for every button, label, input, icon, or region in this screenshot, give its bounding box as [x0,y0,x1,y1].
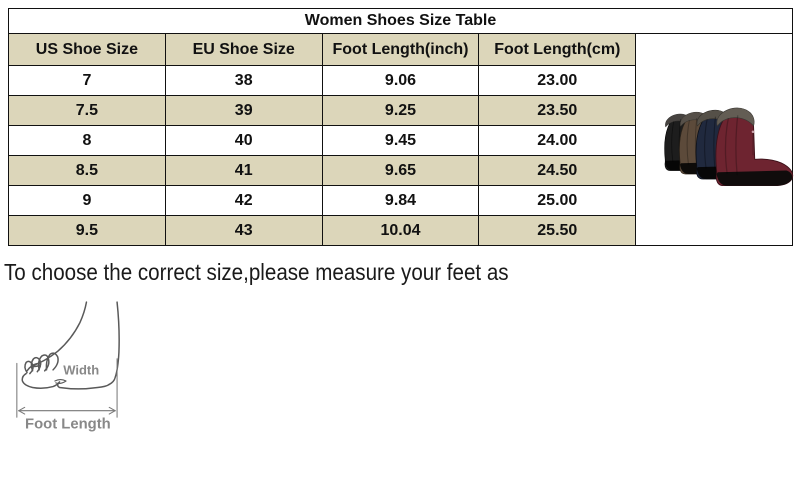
svg-text:Width: Width [63,363,99,378]
svg-text:Foot Length: Foot Length [25,416,111,432]
